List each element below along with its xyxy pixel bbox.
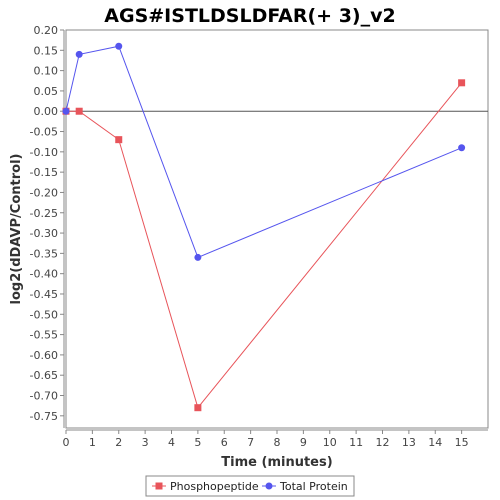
- x-tick-label: 13: [402, 436, 416, 449]
- legend-marker: [155, 482, 163, 490]
- data-point: [458, 79, 466, 87]
- y-tick-label: -0.60: [30, 349, 58, 362]
- y-tick-label: -0.40: [30, 268, 58, 281]
- x-tick-label: 8: [274, 436, 281, 449]
- legend-label: Total Protein: [279, 480, 348, 493]
- legend: Phosphopeptide Total Protein: [145, 475, 355, 497]
- y-tick-label: -0.10: [30, 146, 58, 159]
- data-point: [194, 404, 202, 412]
- y-tick-label: 0.05: [34, 85, 59, 98]
- y-tick-label: -0.45: [30, 288, 58, 301]
- series-total-protein: [62, 42, 466, 261]
- y-tick-label: -0.75: [30, 410, 58, 423]
- data-point: [62, 107, 70, 115]
- x-tick-label: 9: [300, 436, 307, 449]
- x-tick-label: 15: [455, 436, 469, 449]
- legend-label: Phosphopeptide: [170, 480, 259, 493]
- x-tick-label: 14: [428, 436, 442, 449]
- legend-box: [145, 475, 355, 497]
- plot-area: [65, 29, 489, 429]
- y-tick-label: -0.05: [30, 126, 58, 139]
- chart-title: AGS#ISTLDSLDFAR(+ 3)_v2: [104, 5, 395, 27]
- x-tick-label: 2: [115, 436, 122, 449]
- y-axis-label: log2(dDAVP/Control): [9, 154, 24, 305]
- legend-marker: [265, 482, 273, 490]
- series-layer: [62, 42, 466, 412]
- x-tick-label: 11: [349, 436, 363, 449]
- y-tick-label: 0.10: [34, 65, 59, 78]
- y-tick-label: -0.70: [30, 390, 58, 403]
- y-tick-label: -0.65: [30, 369, 58, 382]
- data-point: [115, 42, 123, 50]
- y-axis: 0.20 0.15 0.10 0.05 0.00 -0.05 -0.10 -0.15 -0.20…: [30, 24, 65, 428]
- y-tick-label: -0.15: [30, 166, 58, 179]
- x-axis-label: Time (minutes): [221, 455, 332, 470]
- x-tick-label: 5: [194, 436, 201, 449]
- y-tick-label: -0.20: [30, 186, 58, 199]
- y-tick-label: 0.20: [34, 24, 59, 37]
- data-point: [75, 50, 83, 58]
- data-point: [458, 144, 466, 152]
- y-tick-label: -0.55: [30, 329, 58, 342]
- x-tick-label: 6: [221, 436, 228, 449]
- y-tick-label: -0.35: [30, 247, 58, 260]
- x-tick-label: 0: [63, 436, 70, 449]
- x-axis: 0 1 2 3 4 5 6 7 8 9 10 11 12 13 14 15: [63, 429, 488, 449]
- x-tick-label: 4: [168, 436, 175, 449]
- data-point: [194, 253, 202, 261]
- x-tick-label: 7: [247, 436, 254, 449]
- y-tick-label: -0.25: [30, 207, 58, 220]
- x-tick-label: 12: [376, 436, 390, 449]
- y-tick-label: 0.15: [34, 44, 59, 57]
- x-tick-label: 3: [142, 436, 149, 449]
- y-tick-label: 0.00: [34, 105, 59, 118]
- data-point: [115, 136, 123, 144]
- y-tick-label: -0.30: [30, 227, 58, 240]
- x-tick-label: 1: [89, 436, 96, 449]
- y-tick-label: -0.50: [30, 308, 58, 321]
- data-point: [75, 107, 83, 115]
- x-tick-label: 10: [323, 436, 337, 449]
